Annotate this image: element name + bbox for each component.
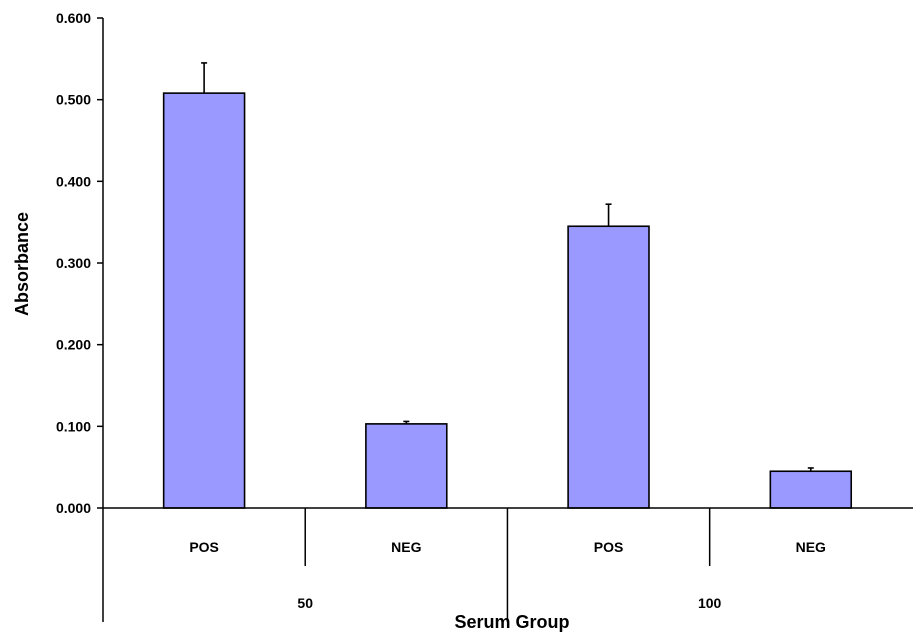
y-axis-title: Absorbance [12,212,32,316]
bar [365,423,448,509]
bar [769,470,853,509]
x-category-label: POS [594,539,624,555]
x-group-label: 50 [297,595,313,611]
y-tick-label: 0.100 [56,418,91,434]
y-tick-label: 0.600 [56,10,91,26]
bar [162,92,246,509]
y-axis: 0.000 0.100 0.200 0.300 0.400 0.500 0.600 [56,10,104,622]
bars [162,62,853,509]
y-tick-label: 0.000 [56,500,91,516]
y-tick-label: 0.300 [56,255,91,271]
x-group-label: 100 [698,595,722,611]
y-tick-label: 0.400 [56,173,91,189]
x-category-label: NEG [796,539,826,555]
y-tick-label: 0.500 [56,92,91,108]
x-category-label: POS [189,539,219,555]
y-tick-label: 0.200 [56,337,91,353]
x-axis: POS NEG POS NEG 50 100 [103,507,913,622]
x-axis-title: Serum Group [454,612,569,632]
x-category-label: NEG [391,539,421,555]
bar [567,225,650,509]
